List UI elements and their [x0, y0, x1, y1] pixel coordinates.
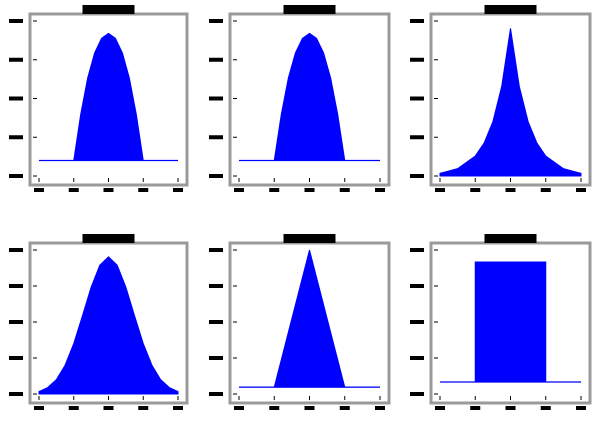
- y-tick-label: [9, 248, 23, 252]
- x-tick-label: [375, 406, 385, 410]
- y-tick-label: [209, 356, 223, 360]
- x-tick-label: [505, 188, 516, 192]
- x-tick-label: [138, 188, 149, 192]
- x-tick-label: [304, 188, 315, 192]
- y-tick-label: [9, 356, 23, 360]
- y-tick-label: [410, 135, 424, 140]
- x-tick-label: [68, 406, 79, 410]
- x-tick-label: [103, 188, 114, 192]
- area-series: [440, 261, 581, 383]
- x-tick-label: [269, 406, 280, 410]
- y-tick-label: [9, 19, 23, 23]
- subplot-title-mark: [484, 234, 537, 243]
- x-tick-label: [470, 188, 481, 192]
- area-series: [239, 249, 380, 388]
- y-tick-label: [209, 248, 223, 252]
- y-tick-label: [9, 96, 23, 101]
- y-tick-label: [209, 57, 223, 62]
- y-tick-label: [209, 19, 223, 23]
- x-tick-label: [339, 406, 350, 410]
- subplot-6: [410, 234, 592, 410]
- x-tick-label: [34, 406, 44, 410]
- x-tick-label: [540, 406, 551, 410]
- y-tick-label: [410, 57, 424, 62]
- subplot-4: [9, 234, 189, 410]
- y-tick-label: [9, 392, 23, 396]
- y-tick-label: [410, 96, 424, 101]
- y-tick-label: [209, 392, 223, 396]
- x-tick-label: [34, 188, 44, 192]
- subplot-title-mark: [82, 5, 135, 14]
- subplot-2: [209, 5, 391, 192]
- x-tick-label: [576, 406, 586, 410]
- y-tick-label: [209, 174, 223, 178]
- x-tick-label: [540, 188, 551, 192]
- x-tick-label: [470, 406, 481, 410]
- area-series: [239, 32, 380, 161]
- subplot-5: [209, 234, 391, 410]
- x-tick-label: [173, 406, 183, 410]
- subplot-title-mark: [283, 5, 336, 14]
- subplot-3: [410, 5, 592, 192]
- area-series: [439, 28, 582, 177]
- y-tick-label: [209, 320, 223, 324]
- x-tick-label: [234, 188, 244, 192]
- area-series: [38, 256, 179, 395]
- y-tick-label: [410, 320, 424, 324]
- y-tick-label: [410, 284, 424, 288]
- x-tick-label: [435, 188, 445, 192]
- x-tick-label: [234, 406, 244, 410]
- area-series: [39, 32, 178, 161]
- y-tick-label: [410, 356, 424, 360]
- x-tick-label: [375, 188, 385, 192]
- y-tick-label: [410, 248, 424, 252]
- y-tick-label: [9, 284, 23, 288]
- x-tick-label: [138, 406, 149, 410]
- x-tick-label: [269, 188, 280, 192]
- x-tick-label: [173, 188, 183, 192]
- y-tick-label: [9, 320, 23, 324]
- y-tick-label: [410, 174, 424, 178]
- x-tick-label: [103, 406, 114, 410]
- y-tick-label: [209, 96, 223, 101]
- y-tick-label: [209, 284, 223, 288]
- subplot-1: [9, 5, 189, 192]
- y-tick-label: [209, 135, 223, 140]
- y-tick-label: [9, 57, 23, 62]
- y-tick-label: [410, 392, 424, 396]
- x-tick-label: [505, 406, 516, 410]
- x-tick-label: [576, 188, 586, 192]
- x-tick-label: [304, 406, 315, 410]
- subplot-title-mark: [484, 5, 537, 14]
- x-tick-label: [68, 188, 79, 192]
- x-tick-label: [435, 406, 445, 410]
- y-tick-label: [410, 19, 424, 23]
- x-tick-label: [339, 188, 350, 192]
- y-tick-label: [9, 135, 23, 140]
- subplot-title-mark: [283, 234, 336, 243]
- subplot-grid: [9, 5, 592, 410]
- y-tick-label: [9, 174, 23, 178]
- subplot-title-mark: [82, 234, 135, 243]
